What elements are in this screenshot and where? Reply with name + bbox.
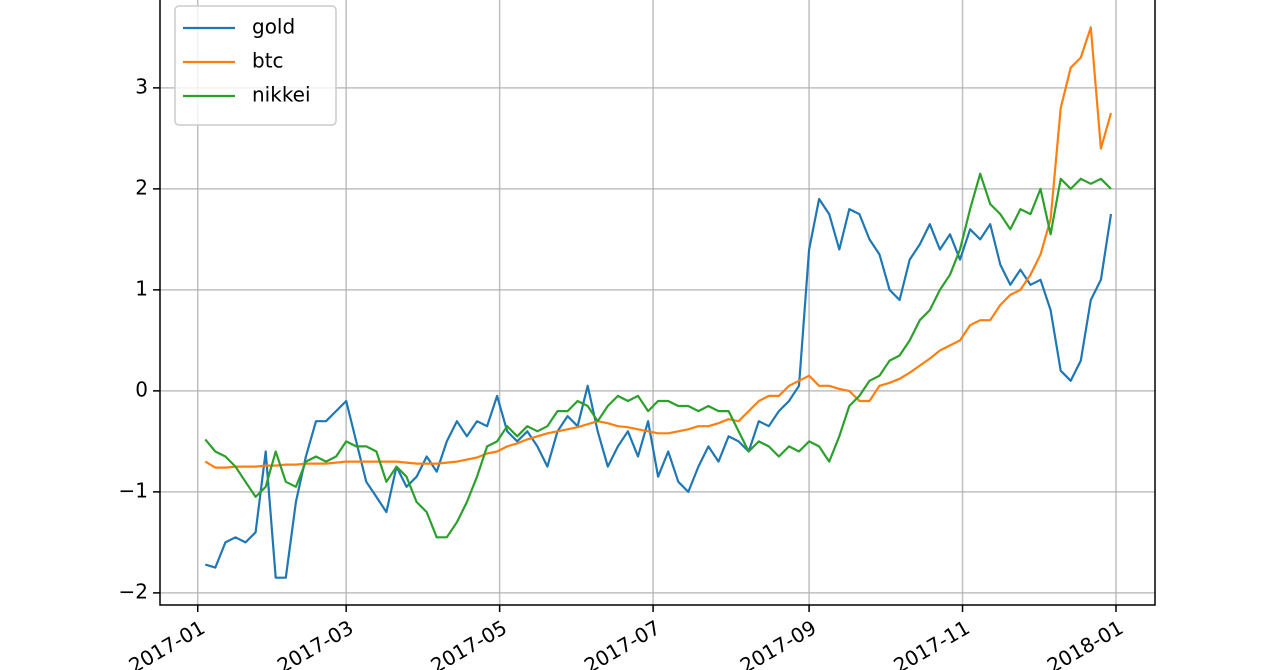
x-tick-label: 2018-01 <box>1043 615 1127 670</box>
legend-label: gold <box>252 15 295 39</box>
y-tick-label: 2 <box>135 175 148 199</box>
y-tick-label: −2 <box>119 579 148 603</box>
y-tick-label: 1 <box>135 276 148 300</box>
x-tick-label: 2017-09 <box>736 615 820 670</box>
line-series <box>204 172 1112 539</box>
legend: gold btc nikkei <box>174 5 337 126</box>
x-tick-label: 2017-07 <box>580 615 664 670</box>
y-tick-label: 3 <box>135 74 148 98</box>
x-tick-label: 2017-01 <box>125 615 209 670</box>
line-series <box>204 197 1113 579</box>
y-tick-label: −1 <box>119 478 148 502</box>
y-tick-label: 0 <box>135 377 148 401</box>
legend-label: btc <box>252 49 284 73</box>
legend-label: nikkei <box>252 83 311 107</box>
x-tick-label: 2017-03 <box>273 615 357 670</box>
axes-frame <box>159 0 1156 606</box>
x-tick-label: 2017-11 <box>889 615 973 670</box>
x-tick-label: 2017-05 <box>427 615 511 670</box>
line-series <box>204 26 1113 469</box>
